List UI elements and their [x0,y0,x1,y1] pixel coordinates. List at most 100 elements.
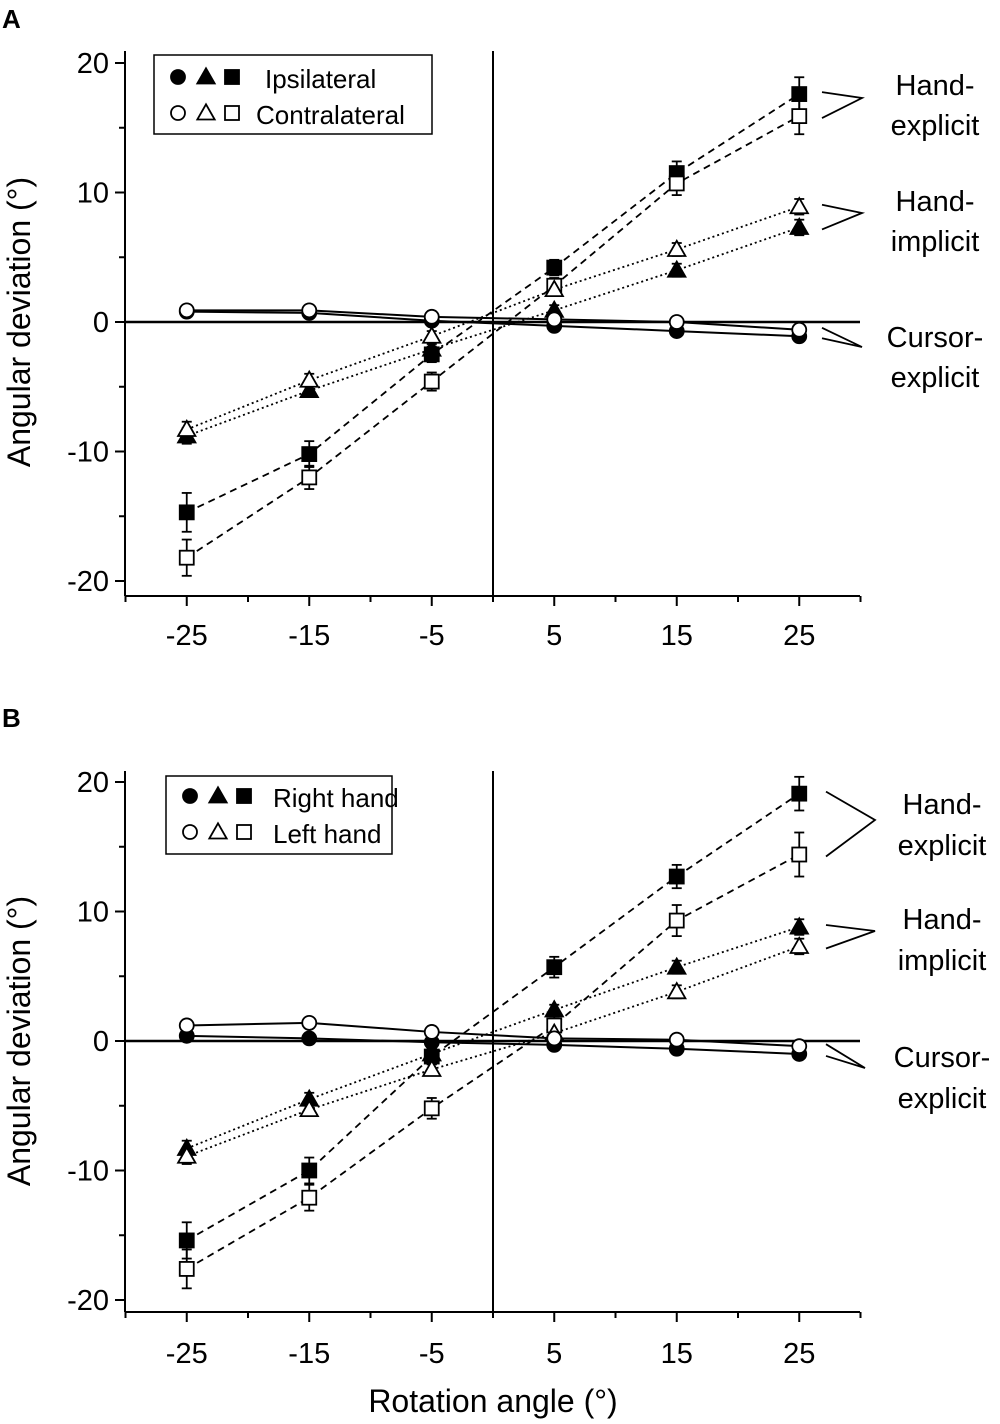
y-tick-label: -10 [67,437,109,469]
y-tick-label: 10 [77,178,109,210]
data-point-circle [546,1030,563,1047]
data-point-circle [301,302,318,319]
x-tick-label: 25 [783,620,815,652]
annotation-label: explicit [898,1083,987,1115]
series-line [186,93,800,514]
data-point-triangle [666,259,687,278]
y-tick-label: -10 [67,1156,109,1188]
x-tick-label: -15 [288,620,330,652]
annotation-label: Hand- [903,904,982,936]
series-line [186,853,800,1270]
x-tick-label: 15 [661,1338,693,1370]
data-point-square [178,549,195,566]
legend-entry-label: Left hand [273,819,381,849]
series-line [186,926,800,1150]
annotation-bracket [821,203,866,231]
data-point-circle [668,1031,685,1048]
data-point-triangle [544,279,565,298]
annotation-label: Hand- [903,789,982,821]
data-point-triangle [176,1145,197,1164]
x-tick-label: -25 [166,1338,208,1370]
data-point-triangle [666,238,687,257]
data-point-square [301,1189,318,1206]
data-point-square [791,86,808,102]
y-tick-label: -20 [67,1285,109,1317]
data-point-triangle [421,325,442,344]
data-point-square [178,504,195,521]
x-tick-label: 5 [546,1338,562,1370]
annotation-bracket [821,91,865,119]
legend-entry-label: Contralateral [256,100,405,130]
data-point-circle [423,308,440,325]
annotation-label: Cursor- [894,1042,991,1074]
panel-letter: A [2,4,21,34]
data-point-triangle [207,821,229,840]
series-line [186,310,800,338]
data-point-square [423,1100,440,1117]
data-point-triangle [421,1058,442,1077]
series-line [186,1034,800,1055]
data-point-square [301,1162,318,1179]
x-tick-label: -5 [419,1338,445,1370]
data-point-square [236,824,252,840]
annotation-label: implicit [891,226,980,258]
series-line [186,115,800,559]
data-point-triangle [666,956,687,975]
data-point-square [791,108,808,124]
data-point-square [668,175,685,192]
annotation-bracket [825,924,876,950]
annotation-bracket [821,326,863,348]
data-point-circle [423,1024,440,1040]
y-axis-title: Angular deviation (°) [1,177,37,467]
annotation-label: explicit [891,110,980,142]
annotation-bracket [825,1043,866,1069]
data-point-circle [182,788,198,804]
data-point-circle [668,314,685,330]
data-point-triangle [789,216,810,235]
data-point-circle [301,1030,318,1047]
series-line [186,792,800,1242]
y-tick-label: 10 [77,897,109,929]
annotation-bracket [825,790,877,858]
data-point-triangle [299,380,320,399]
annotation-label: Hand- [896,70,975,102]
panel-letter: B [2,703,21,733]
data-point-square [301,446,318,462]
data-point-circle [791,321,808,338]
data-point-circle [182,824,198,840]
annotation-label: Cursor- [887,322,984,354]
data-point-square [546,259,563,276]
series-line [186,205,800,431]
data-point-triangle [299,1099,320,1118]
data-point-square [301,469,318,486]
data-point-square [423,373,440,390]
data-point-square [546,959,563,976]
annotation-label: explicit [891,362,980,394]
data-point-triangle [789,196,810,215]
y-tick-label: -20 [67,566,109,598]
data-point-triangle [421,338,442,357]
data-point-triangle [544,999,565,1018]
x-tick-label: 5 [546,620,562,652]
annotation-label: Hand- [896,186,975,218]
y-tick-label: 0 [93,307,109,339]
data-point-square [668,868,685,885]
panel-a: A Angular deviation (°) -20 -10 0 10 20 -25 -15 -… [1,4,983,652]
data-point-square [224,105,240,121]
data-point-square [236,788,252,804]
y-axis-title: Angular deviation (°) [1,896,37,1186]
annotation-label: implicit [898,945,987,977]
legend-box [153,54,433,135]
annotation-label: explicit [898,830,987,862]
data-point-triangle [299,369,320,388]
x-tick-label: -15 [288,1338,330,1370]
data-point-circle [178,1017,195,1034]
data-point-circle [791,1038,808,1055]
x-tick-label: -5 [419,620,445,652]
data-point-square [668,912,685,929]
data-point-triangle [176,418,197,437]
data-point-square [791,846,808,863]
panel-b: B Angular deviation (°) -20 -10 0 10 20 -25 -15 -… [1,703,990,1370]
legend-box [165,775,393,855]
